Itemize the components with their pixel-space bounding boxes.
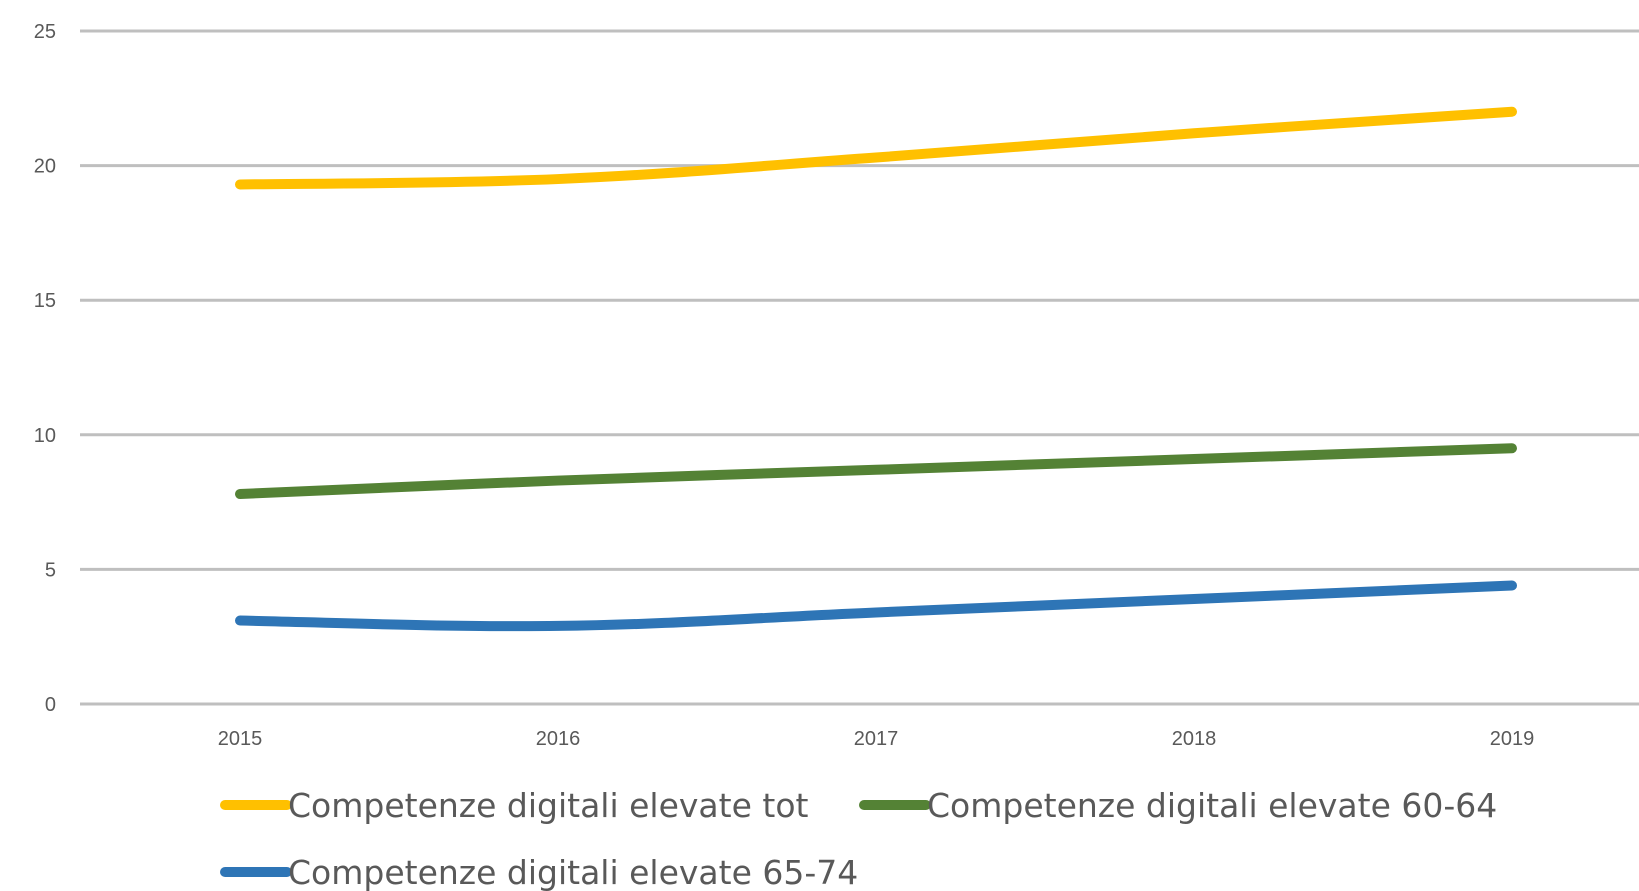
series-line-2 (235, 443, 1517, 500)
series-line-3 (235, 580, 1517, 632)
y-tick-label: 0 (45, 694, 56, 716)
x-axis-ticks: 2015 2016 2017 2018 2019 (218, 728, 1535, 750)
y-tick-label: 25 (34, 21, 56, 43)
legend-label: Competenze digitali elevate tot (288, 786, 809, 825)
y-tick-label: 15 (34, 290, 56, 312)
y-tick-label: 5 (45, 559, 56, 581)
x-tick-label: 2019 (1490, 728, 1535, 750)
legend-item: Competenze digitali elevate 65-74 (220, 853, 858, 891)
x-tick-label: 2015 (218, 728, 263, 750)
y-axis-ticks: 0 5 10 15 20 25 (34, 21, 56, 716)
x-tick-label: 2018 (1172, 728, 1217, 750)
legend-item: Competenze digitali elevate tot (220, 786, 809, 825)
legend-label: Competenze digitali elevate 60-64 (927, 786, 1497, 825)
y-tick-label: 20 (34, 156, 56, 178)
legend-label: Competenze digitali elevate 65-74 (288, 853, 858, 891)
series-lines (235, 106, 1517, 632)
legend: Competenze digitali elevate tot Competenz… (220, 786, 1497, 891)
x-tick-label: 2016 (536, 728, 581, 750)
x-tick-label: 2017 (854, 728, 899, 750)
legend-item: Competenze digitali elevate 60-64 (859, 786, 1497, 825)
gridlines (80, 29, 1639, 706)
series-line-1 (235, 106, 1517, 190)
y-tick-label: 10 (34, 425, 56, 447)
